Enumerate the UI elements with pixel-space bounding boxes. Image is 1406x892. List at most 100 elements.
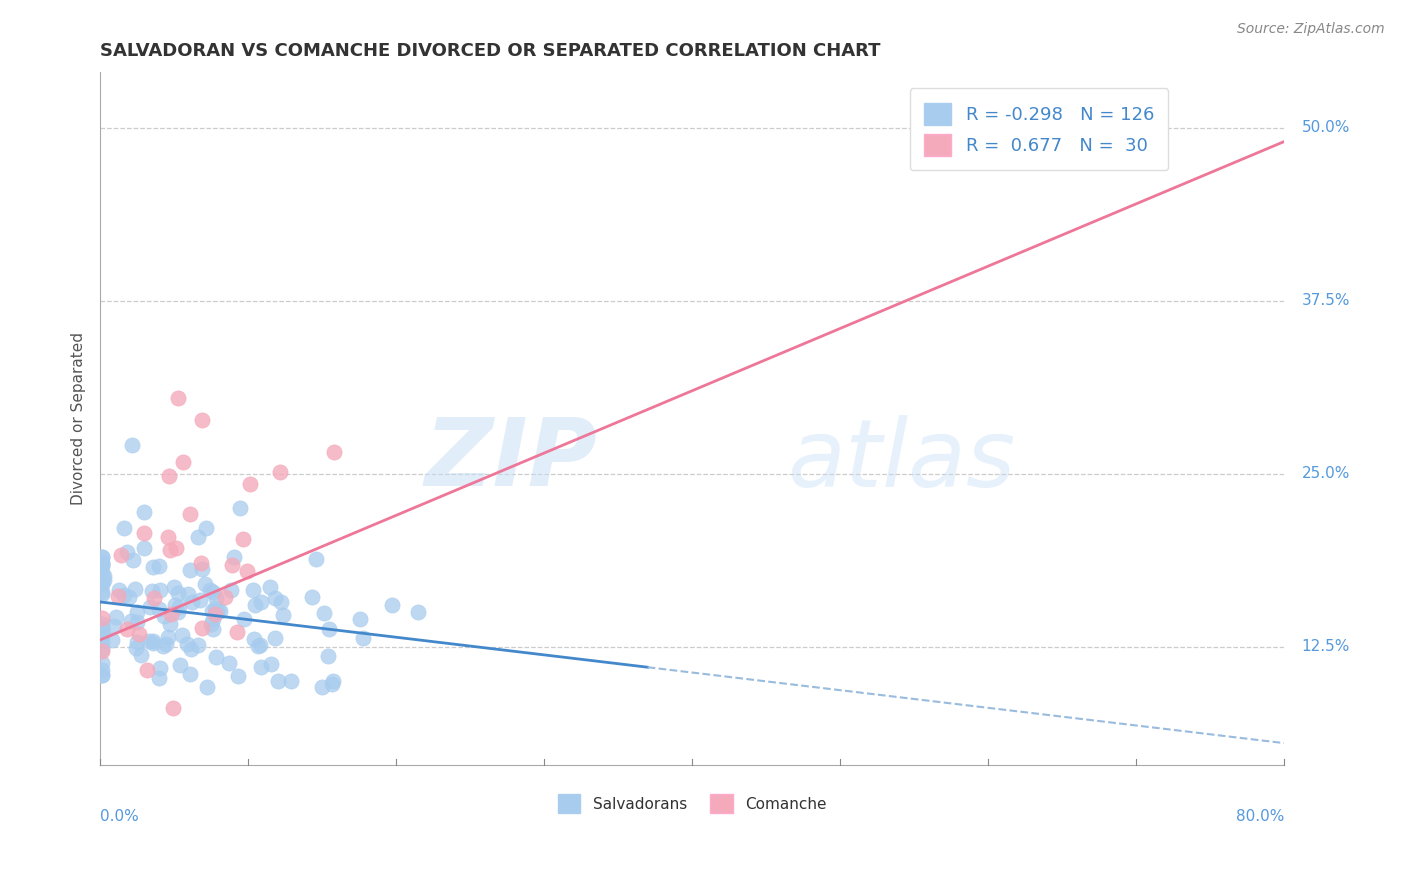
Point [190,562,212,576]
Point [214,590,236,604]
Point [267,673,290,688]
Point [128,626,150,640]
Point [190,593,212,607]
Point [141,583,163,598]
Point [179,563,201,577]
Point [207,603,229,617]
Point [187,530,209,544]
Point [321,677,343,691]
Point [125,615,148,630]
Point [263,631,285,645]
Point [101,633,124,648]
Point [236,564,259,578]
Text: 12.5%: 12.5% [1302,640,1350,655]
Point [90,616,112,631]
Point [90,558,112,573]
Point [93,573,115,587]
Point [305,552,328,566]
Point [232,612,254,626]
Point [201,604,224,618]
Point [142,559,165,574]
Point [157,469,180,483]
Point [243,632,266,646]
Point [124,582,146,596]
Point [249,595,271,609]
Legend: Salvadorans, Comanche: Salvadorans, Comanche [551,789,832,819]
Point [352,631,374,645]
Point [163,598,186,612]
Point [122,553,145,567]
Point [190,556,212,570]
Point [245,598,267,612]
Point [226,625,249,640]
Text: atlas: atlas [787,415,1015,506]
Text: 80.0%: 80.0% [1236,809,1284,824]
Point [125,640,148,655]
Point [148,602,170,616]
Point [205,591,228,605]
Point [155,637,177,651]
Point [90,585,112,599]
Point [142,591,165,605]
Point [167,605,190,619]
Point [120,615,142,629]
Point [195,521,218,535]
Point [90,667,112,681]
Point [107,589,129,603]
Point [90,610,112,624]
Point [90,557,112,571]
Point [259,580,281,594]
Text: Source: ZipAtlas.com: Source: ZipAtlas.com [1237,22,1385,37]
Point [90,566,112,581]
Point [103,619,125,633]
Point [108,583,131,598]
Point [260,657,283,671]
Point [200,616,222,631]
Point [242,582,264,597]
Point [138,633,160,648]
Point [132,505,155,519]
Point [181,595,204,609]
Point [90,622,112,636]
Point [165,541,187,555]
Point [90,635,112,649]
Point [322,445,344,459]
Point [90,668,112,682]
Point [269,465,291,479]
Point [112,588,135,602]
Point [90,663,112,677]
Point [136,663,159,677]
Point [142,636,165,650]
Point [157,630,180,644]
Point [90,558,112,573]
Point [322,673,344,688]
Point [202,584,225,599]
Point [160,607,183,621]
Point [204,607,226,621]
Point [169,658,191,673]
Point [112,521,135,535]
Point [163,580,186,594]
Point [90,576,112,591]
Point [162,701,184,715]
Point [246,639,269,653]
Point [176,637,198,651]
Point [90,549,112,564]
Point [249,638,271,652]
Point [134,525,156,540]
Point [222,549,245,564]
Point [139,600,162,615]
Point [167,391,190,405]
Point [221,558,243,572]
Point [90,642,112,657]
Point [204,600,226,615]
Point [198,582,221,597]
Point [201,612,224,626]
Point [93,568,115,582]
Point [205,650,228,665]
Point [105,610,128,624]
Point [218,657,240,671]
Text: 0.0%: 0.0% [100,809,139,824]
Text: ZIP: ZIP [425,414,598,506]
Point [134,541,156,556]
